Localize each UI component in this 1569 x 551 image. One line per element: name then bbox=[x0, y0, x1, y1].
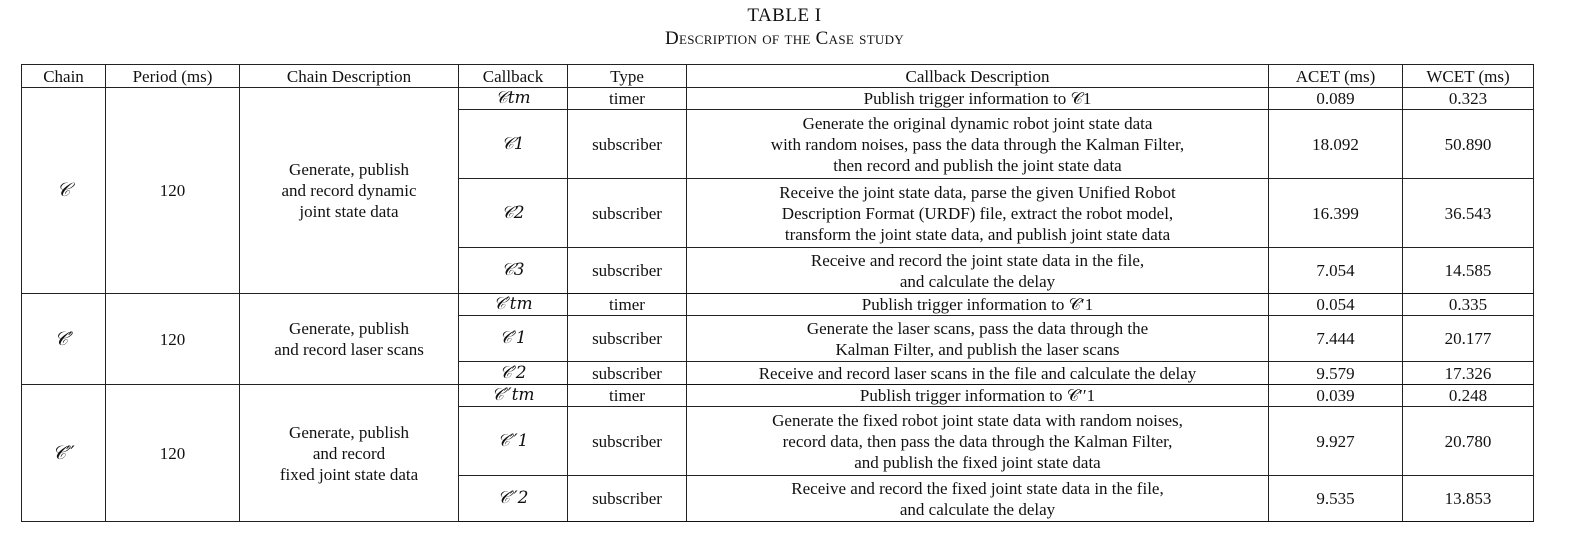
col-header-acet: ACET (ms) bbox=[1268, 64, 1403, 88]
table-row: 𝒞1 subscriber Generate the original dyna… bbox=[22, 109, 1534, 179]
table-body: 𝒞 120 Generate, publish and record dynam… bbox=[21, 87, 1534, 522]
col-header-callback-description: Callback Description bbox=[686, 64, 1269, 88]
callback-symbol: 𝒞2 bbox=[458, 178, 568, 248]
callback-symbol: 𝒞′1 bbox=[458, 315, 568, 362]
callback-description: Publish trigger information to 𝒞′′1 bbox=[686, 384, 1269, 407]
callback-type: timer bbox=[567, 293, 687, 316]
chain-period: 120 bbox=[105, 87, 240, 294]
wcet-value: 36.543 bbox=[1402, 178, 1534, 248]
callback-symbol: 𝒞1 bbox=[458, 109, 568, 179]
callback-symbol: 𝒞′′tm bbox=[458, 384, 568, 407]
table-caption: TABLE I Description of the Case study bbox=[0, 0, 1569, 51]
wcet-value: 14.585 bbox=[1402, 247, 1534, 294]
callback-type: timer bbox=[567, 87, 687, 110]
callback-description: Receive and record the fixed joint state… bbox=[686, 475, 1269, 522]
wcet-value: 13.853 bbox=[1402, 475, 1534, 522]
callback-description: Publish trigger information to 𝒞1 bbox=[686, 87, 1269, 110]
acet-value: 0.089 bbox=[1268, 87, 1403, 110]
callback-type: subscriber bbox=[567, 178, 687, 248]
acet-value: 9.927 bbox=[1268, 406, 1403, 476]
callback-symbol: 𝒞′2 bbox=[458, 361, 568, 385]
table-row: 𝒞′′2 subscriber Receive and record the f… bbox=[22, 475, 1534, 522]
callback-type: subscriber bbox=[567, 247, 687, 294]
table-row: 𝒞′′1 subscriber Generate the fixed robot… bbox=[22, 406, 1534, 476]
table-row: 𝒞′1 subscriber Generate the laser scans,… bbox=[22, 315, 1534, 362]
table-row: 𝒞2 subscriber Receive the joint state da… bbox=[22, 178, 1534, 248]
callback-description: Generate the original dynamic robot join… bbox=[686, 109, 1269, 179]
callback-type: subscriber bbox=[567, 406, 687, 476]
callback-symbol: 𝒞′′1 bbox=[458, 406, 568, 476]
callback-description: Generate the fixed robot joint state dat… bbox=[686, 406, 1269, 476]
callback-type: subscriber bbox=[567, 315, 687, 362]
wcet-value: 17.326 bbox=[1402, 361, 1534, 385]
chain-description: Generate, publish and record laser scans bbox=[239, 293, 459, 385]
acet-value: 0.054 bbox=[1268, 293, 1403, 316]
col-header-type: Type bbox=[567, 64, 687, 88]
chain-description: Generate, publish and record fixed joint… bbox=[239, 384, 459, 522]
col-header-wcet: WCET (ms) bbox=[1402, 64, 1534, 88]
table-title: Description of the Case study bbox=[665, 28, 904, 49]
table-row: 𝒞 120 Generate, publish and record dynam… bbox=[21, 87, 1534, 294]
callback-description: Receive and record the joint state data … bbox=[686, 247, 1269, 294]
acet-value: 9.579 bbox=[1268, 361, 1403, 385]
callback-description: Receive the joint state data, parse the … bbox=[686, 178, 1269, 248]
acet-value: 0.039 bbox=[1268, 384, 1403, 407]
callback-symbol: 𝒞′tm bbox=[458, 293, 568, 316]
callback-type: subscriber bbox=[567, 475, 687, 522]
col-header-period: Period (ms) bbox=[105, 64, 240, 88]
wcet-value: 0.335 bbox=[1402, 293, 1534, 316]
chain-description: Generate, publish and record dynamic joi… bbox=[239, 87, 459, 294]
acet-value: 16.399 bbox=[1268, 178, 1403, 248]
acet-value: 18.092 bbox=[1268, 109, 1403, 179]
col-header-callback: Callback bbox=[458, 64, 568, 88]
wcet-value: 20.177 bbox=[1402, 315, 1534, 362]
wcet-value: 20.780 bbox=[1402, 406, 1534, 476]
col-header-chain: Chain bbox=[21, 64, 106, 88]
chain-symbol: 𝒞′′ bbox=[21, 384, 106, 522]
col-header-chain-description: Chain Description bbox=[239, 64, 459, 88]
table-row: 𝒞′2 subscriber Receive and record laser … bbox=[22, 361, 1534, 385]
table-row: 𝒞′ 120 Generate, publish and record lase… bbox=[21, 293, 1534, 385]
table-row: 𝒞3 subscriber Receive and record the joi… bbox=[22, 247, 1534, 294]
callback-description: Publish trigger information to 𝒞′1 bbox=[686, 293, 1269, 316]
wcet-value: 0.323 bbox=[1402, 87, 1534, 110]
callback-description: Generate the laser scans, pass the data … bbox=[686, 315, 1269, 362]
table-label: TABLE I bbox=[747, 5, 822, 26]
chain-symbol: 𝒞 bbox=[21, 87, 106, 294]
table-row: 𝒞′′ 120 Generate, publish and record fix… bbox=[21, 384, 1534, 522]
wcet-value: 0.248 bbox=[1402, 384, 1534, 407]
callback-symbol: 𝒞tm bbox=[458, 87, 568, 110]
acet-value: 9.535 bbox=[1268, 475, 1403, 522]
acet-value: 7.054 bbox=[1268, 247, 1403, 294]
callback-type: timer bbox=[567, 384, 687, 407]
chain-period: 120 bbox=[105, 293, 240, 385]
callback-description: Receive and record laser scans in the fi… bbox=[686, 361, 1269, 385]
header-row: Chain Period (ms) Chain Description Call… bbox=[21, 64, 1534, 88]
chain-symbol: 𝒞′ bbox=[21, 293, 106, 385]
wcet-value: 50.890 bbox=[1402, 109, 1534, 179]
acet-value: 7.444 bbox=[1268, 315, 1403, 362]
callback-symbol: 𝒞3 bbox=[458, 247, 568, 294]
callback-type: subscriber bbox=[567, 361, 687, 385]
case-study-table: Chain Period (ms) Chain Description Call… bbox=[21, 64, 1534, 522]
callback-type: subscriber bbox=[567, 109, 687, 179]
chain-period: 120 bbox=[105, 384, 240, 522]
callback-symbol: 𝒞′′2 bbox=[458, 475, 568, 522]
